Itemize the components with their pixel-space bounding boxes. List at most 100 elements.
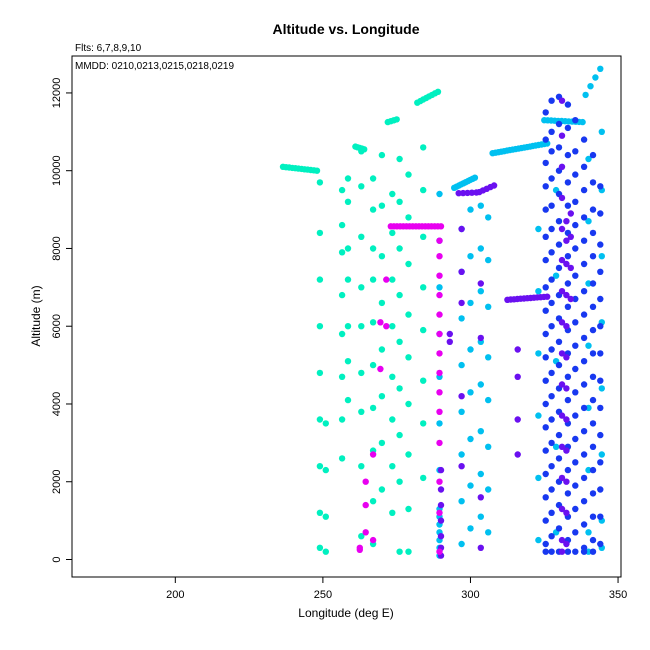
data-point (542, 183, 549, 190)
data-point (580, 163, 588, 170)
y-tick-label: 2000 (51, 470, 63, 494)
data-point (378, 299, 386, 307)
data-point (558, 132, 566, 139)
data-point (572, 459, 579, 466)
data-point (589, 326, 597, 334)
data-point (548, 299, 555, 307)
data-point (458, 393, 465, 400)
data-point (548, 369, 555, 377)
data-point (477, 280, 484, 287)
data-point (558, 505, 566, 513)
data-point (580, 381, 588, 388)
data-point (597, 183, 604, 190)
data-point (420, 474, 427, 482)
data-point (580, 474, 588, 482)
data-point (389, 190, 396, 198)
data-point (572, 319, 579, 326)
data-point (535, 474, 542, 482)
data-point (468, 189, 476, 196)
data-point (458, 498, 465, 505)
data-point (597, 241, 604, 248)
data-point (316, 509, 324, 516)
data-point (393, 116, 400, 123)
data-point (436, 369, 443, 377)
data-point (555, 338, 563, 345)
data-point (446, 330, 453, 338)
data-point (362, 529, 369, 536)
data-point (344, 198, 352, 205)
data-point (544, 293, 551, 300)
data-point (338, 373, 346, 380)
data-point (490, 182, 498, 189)
data-point (585, 280, 592, 287)
data-point (338, 455, 346, 462)
data-point (436, 237, 443, 244)
data-point (396, 431, 403, 439)
data-point (589, 151, 597, 159)
data-point (548, 323, 555, 330)
data-point (597, 295, 604, 303)
data-point (458, 268, 465, 275)
data-point (585, 466, 592, 474)
data-point (542, 284, 549, 291)
data-point (471, 174, 479, 181)
series-3 (437, 97, 574, 559)
data-point (558, 97, 566, 104)
data-point (369, 276, 377, 283)
data-point (548, 249, 555, 256)
data-point (548, 148, 555, 155)
data-point (485, 396, 492, 404)
data-point (396, 291, 403, 299)
data-point (579, 118, 586, 126)
data-point (564, 280, 572, 287)
data-point (558, 536, 566, 544)
data-point (548, 393, 555, 400)
data-point (558, 319, 566, 326)
data-point (558, 412, 566, 419)
data-point (563, 540, 570, 548)
data-point (437, 466, 445, 474)
x-tick-label: 200 (166, 589, 184, 601)
data-point (437, 517, 445, 524)
data-point (485, 443, 492, 450)
series-1 (436, 65, 605, 559)
data-point (589, 536, 597, 544)
data-point (580, 451, 588, 458)
data-point (548, 97, 555, 104)
data-point (369, 536, 377, 544)
data-point (548, 548, 555, 555)
data-point (580, 428, 588, 435)
data-point (564, 202, 572, 209)
data-point (555, 241, 563, 248)
data-point (542, 307, 549, 314)
data-point (446, 338, 453, 345)
data-point (592, 74, 599, 81)
data-point (396, 198, 403, 205)
data-point (597, 404, 604, 412)
data-point (458, 408, 465, 415)
data-point (358, 233, 365, 240)
data-point (558, 350, 566, 357)
data-point (322, 420, 329, 427)
data-point (552, 272, 560, 279)
data-point (356, 546, 363, 553)
data-point (436, 190, 443, 198)
data-point (567, 295, 574, 303)
data-point (548, 533, 555, 540)
data-point (316, 229, 324, 237)
data-point (436, 350, 443, 357)
data-point (405, 260, 412, 268)
data-point (558, 225, 566, 233)
data-point (572, 148, 579, 155)
data-point (542, 447, 549, 454)
data-point (338, 416, 346, 423)
data-point (434, 88, 442, 96)
data-point (405, 548, 412, 555)
data-point (378, 439, 386, 447)
data-point (597, 377, 604, 384)
y-axis: 0 2000 4000 6000 8000 10000 12000 (51, 78, 73, 563)
data-point (369, 175, 377, 182)
data-point (564, 466, 572, 474)
data-point (542, 256, 549, 264)
